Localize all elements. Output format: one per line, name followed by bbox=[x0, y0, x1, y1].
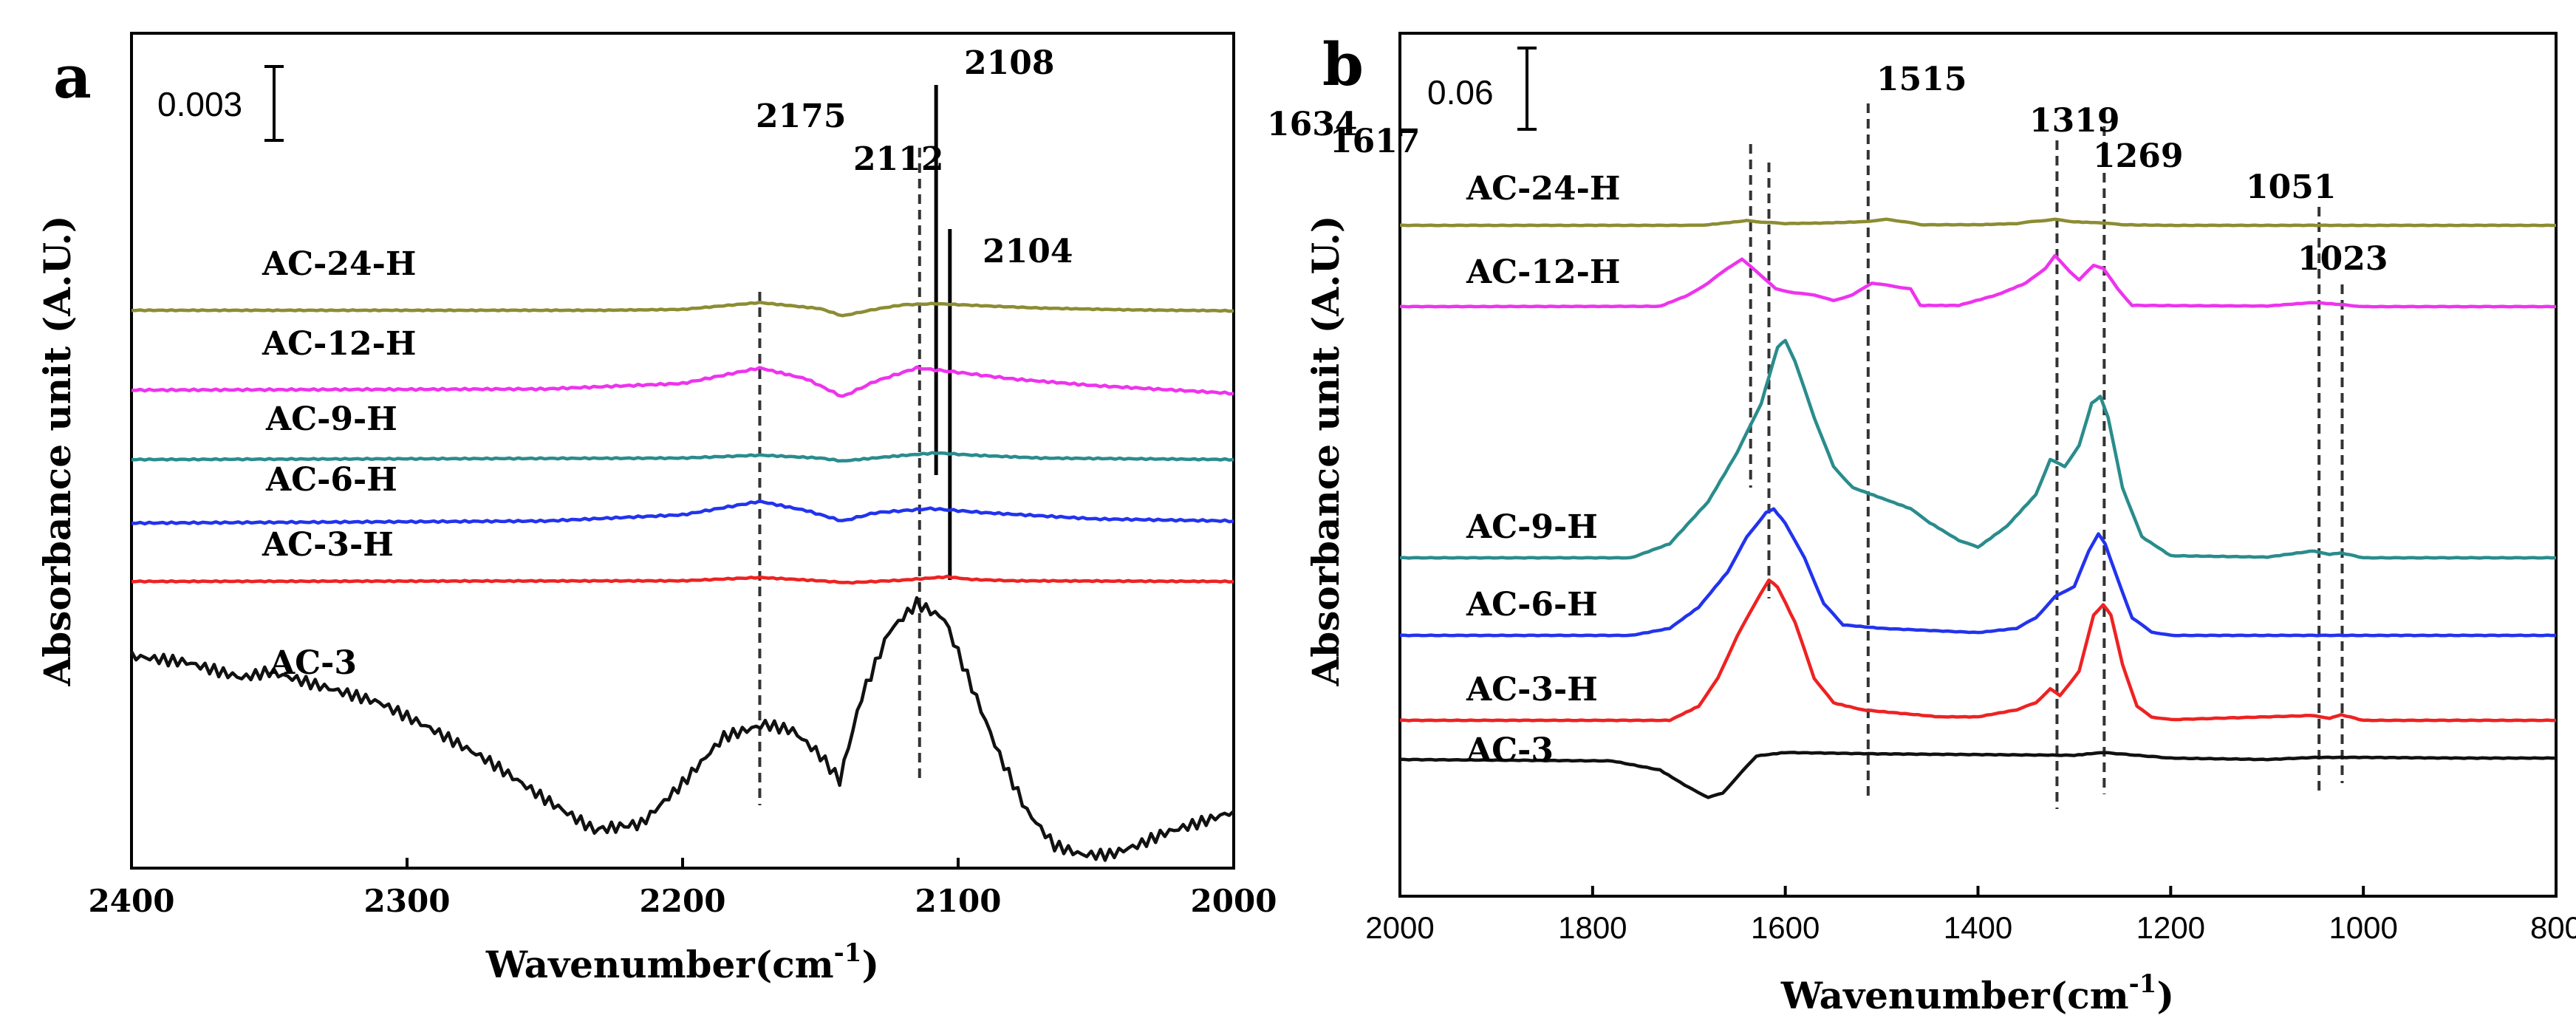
panel-a-xlabel-text: Wavenumber(cm bbox=[485, 943, 834, 986]
x-tick-label: 2000 bbox=[1365, 910, 1434, 945]
panel-b-scale-value: 0.06 bbox=[1427, 73, 1494, 112]
panel-a-label: a bbox=[53, 42, 92, 112]
panel-b-series-labels: AC-24-H AC-12-H AC-9-H AC-6-H AC-3-H AC-3 bbox=[1466, 170, 1620, 769]
panel-b-xlabel-sup: -1 bbox=[2129, 969, 2157, 999]
panel-b-traces bbox=[1399, 217, 2557, 799]
panel-a-scale-value: 0.003 bbox=[157, 85, 242, 123]
peak-label-1634: 1634 bbox=[1267, 106, 1357, 143]
panel-a: a 0.003 AC-24-H AC-12-H AC-9-H AC-6-H AC-3-H… bbox=[35, 32, 1277, 986]
x-tick-label: 1600 bbox=[1751, 910, 1820, 945]
x-tick-label: 2300 bbox=[364, 883, 451, 919]
series-label-ac-6-h: AC-6-H bbox=[265, 461, 397, 499]
x-tick-label: 1800 bbox=[1558, 910, 1627, 945]
series-label-ac-24-h: AC-24-H bbox=[1466, 170, 1620, 208]
panel-b-y-axis-title: Absorbance unit (A.U.) bbox=[1304, 215, 1347, 686]
panel-b-frame bbox=[1398, 32, 2558, 898]
panel-a-xlabel-sup: -1 bbox=[834, 938, 862, 968]
x-tick-label: 2200 bbox=[640, 883, 726, 919]
series-line-ac-3 bbox=[1399, 751, 2556, 799]
panel-b-xlabel-text: Wavenumber(cm bbox=[1780, 974, 2129, 1017]
panel-a-x-axis-title: Wavenumber(cm-1) bbox=[485, 938, 879, 986]
series-line-ac-3-h bbox=[1400, 578, 2557, 723]
series-line-ac-3-h bbox=[131, 574, 1234, 585]
panel-b-scale-bar: 0.06 bbox=[1427, 47, 1537, 131]
series-line-ac-9-h bbox=[131, 451, 1234, 463]
series-label-ac-12-h: AC-12-H bbox=[262, 325, 416, 363]
series-label-ac-6-h: AC-6-H bbox=[1466, 586, 1598, 624]
series-line-ac-3 bbox=[130, 595, 1235, 862]
panel-b-x-axis: 2000 1800 1600 1400 1200 1000 800 bbox=[1365, 886, 2576, 945]
panel-b-xlabel-close: ) bbox=[2156, 974, 2174, 1017]
x-tick-label: 2400 bbox=[89, 883, 175, 919]
panel-b-label: b bbox=[1322, 30, 1364, 99]
panel-a-y-axis-title: Absorbance unit (A.U.) bbox=[35, 215, 79, 686]
panel-a-traces bbox=[130, 300, 1235, 862]
panel-a-xlabel-close: ) bbox=[861, 943, 879, 986]
series-line-ac-24-h bbox=[1399, 217, 2557, 228]
peak-label-2112: 2112 bbox=[853, 140, 943, 178]
peak-label-2104: 2104 bbox=[983, 233, 1073, 270]
x-tick-label: 1000 bbox=[2329, 910, 2397, 945]
series-line-ac-12-h bbox=[131, 365, 1234, 398]
series-label-ac-24-h: AC-24-H bbox=[262, 245, 416, 283]
peak-label-1617: 1617 bbox=[1330, 123, 1420, 160]
peak-label-2108: 2108 bbox=[964, 44, 1054, 82]
series-line-ac-12-h bbox=[1399, 253, 2557, 309]
panel-b: b 0.06 AC-24-HAC-12-HAC-9-HAC-6-HAC-3-HA… bbox=[1267, 30, 2576, 1017]
series-label-ac-3: AC-3 bbox=[1466, 731, 1554, 769]
panel-a-frame bbox=[130, 32, 1235, 870]
series-label-ac-12-h: AC-12-H bbox=[1466, 253, 1620, 291]
x-tick-label: 2000 bbox=[1191, 883, 1277, 919]
panel-a-series-labels: AC-24-H AC-12-H AC-9-H AC-6-H AC-3-H AC-3 bbox=[262, 245, 416, 682]
x-tick-label: 800 bbox=[2530, 910, 2576, 945]
peak-label-1269: 1269 bbox=[2093, 137, 2183, 175]
series-label-ac-9-h: AC-9-H bbox=[1466, 508, 1598, 546]
peak-label-1023: 1023 bbox=[2297, 240, 2388, 278]
series-label-ac-3-h: AC-3-H bbox=[1466, 671, 1598, 709]
panel-b-x-axis-title: Wavenumber(cm-1) bbox=[1780, 969, 2174, 1017]
x-tick-label: 1200 bbox=[2136, 910, 2205, 945]
series-line-ac-9-h bbox=[1400, 338, 2557, 560]
series-label-ac-3-h: AC-3-H bbox=[262, 526, 394, 564]
peak-label-1319: 1319 bbox=[2029, 102, 2119, 140]
peak-label-1051: 1051 bbox=[2246, 168, 2336, 206]
x-tick-label: 2100 bbox=[915, 883, 1002, 919]
panel-a-scale-bar: 0.003 bbox=[157, 65, 284, 142]
panel-a-reference-lines bbox=[758, 85, 952, 805]
peak-label-1515: 1515 bbox=[1876, 61, 1967, 98]
x-tick-label: 1400 bbox=[1944, 910, 2012, 945]
series-label-ac-3: AC-3 bbox=[269, 644, 357, 682]
panel-a-x-axis: 2400 2300 2200 2100 2000 bbox=[89, 858, 1277, 919]
peak-label-2175: 2175 bbox=[756, 98, 846, 135]
series-line-ac-24-h bbox=[131, 300, 1234, 318]
series-line-ac-6-h bbox=[131, 499, 1234, 526]
series-line-ac-6-h bbox=[1400, 507, 2557, 638]
series-label-ac-9-h: AC-9-H bbox=[265, 400, 397, 438]
